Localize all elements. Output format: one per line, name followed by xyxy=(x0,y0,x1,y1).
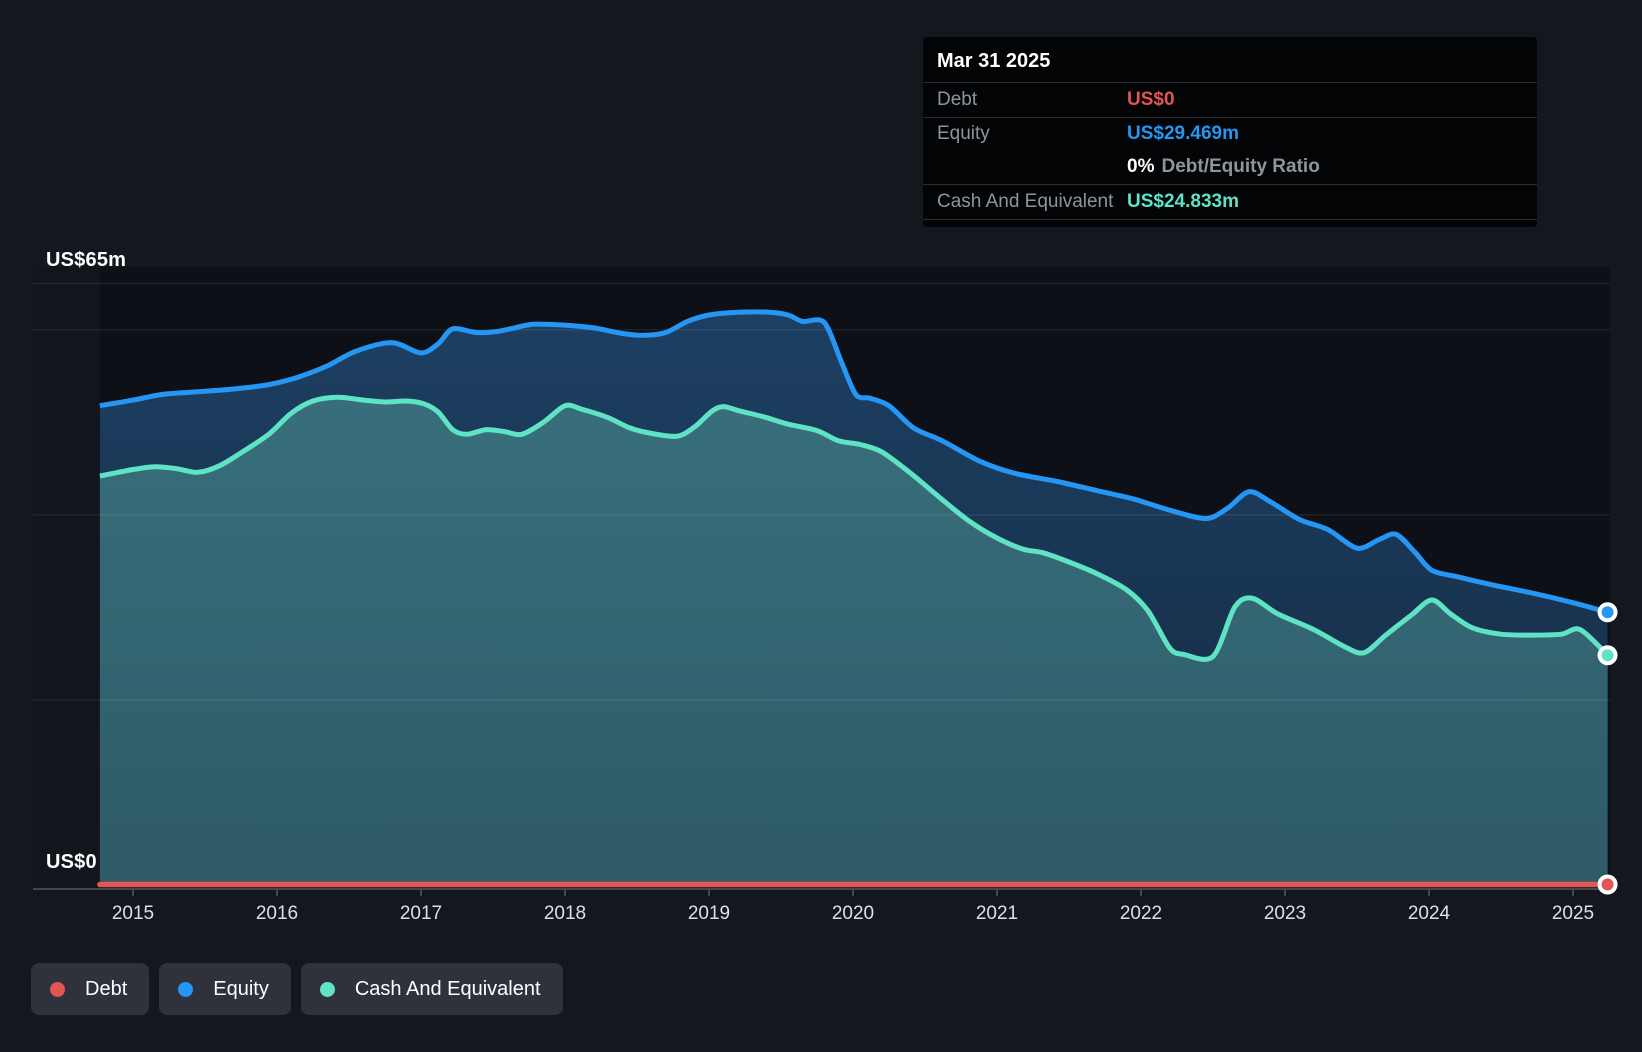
x-axis-label-2015: 2015 xyxy=(111,903,155,924)
chart-legend: Debt Equity Cash And Equivalent xyxy=(31,963,563,1015)
plot-no-data-strip xyxy=(33,267,100,889)
x-axis-label-2020: 2020 xyxy=(831,903,875,924)
x-axis-label-2016: 2016 xyxy=(255,903,299,924)
x-axis-label-2024: 2024 xyxy=(1407,903,1451,924)
legend-chip-debt[interactable]: Debt xyxy=(31,963,150,1015)
tooltip-date: Mar 31 2025 xyxy=(937,50,1051,72)
x-axis-label-2017: 2017 xyxy=(399,903,443,924)
plot-area xyxy=(33,267,1618,896)
tooltip-row-ratio: 0% Debt/Equity Ratio xyxy=(923,149,1537,184)
legend-chip-cash[interactable]: Cash And Equivalent xyxy=(300,963,563,1015)
tooltip-debt-value: US$0 xyxy=(1127,89,1175,110)
tooltip-ratio-label: Debt/Equity Ratio xyxy=(1161,155,1320,177)
equity-endpoint-dot xyxy=(1601,606,1614,619)
y-axis-label-max: US$65m xyxy=(46,249,127,271)
cash-line xyxy=(99,394,1610,662)
cash-area-fill xyxy=(99,397,1608,887)
tooltip-equity-label: Equity xyxy=(937,122,990,144)
cash-series-dot-icon xyxy=(319,981,335,997)
x-axis-label-2021: 2021 xyxy=(975,903,1019,924)
tooltip-debt-label: Debt xyxy=(937,89,978,110)
x-axis-label-2023: 2023 xyxy=(1263,903,1307,924)
equity-series-dot-icon xyxy=(178,981,194,997)
tooltip-cash-value: US$24.833m xyxy=(1127,191,1239,212)
legend-label-debt: Debt xyxy=(85,977,128,1000)
legend-label-cash: Cash And Equivalent xyxy=(354,977,541,1000)
tooltip-ratio: 0% Debt/Equity Ratio xyxy=(1127,156,1320,178)
tooltip-row-cash: Cash And Equivalent US$24.833m xyxy=(923,184,1537,220)
tooltip-row-debt: Debt US$0 xyxy=(923,82,1537,117)
cash-endpoint-dot xyxy=(1601,649,1614,662)
tooltip-row-equity: Equity US$29.469m xyxy=(923,117,1537,149)
chart-tooltip: Mar 31 2025 Debt US$0 Equity US$29.469m … xyxy=(923,37,1537,227)
x-axis-label-2022: 2022 xyxy=(1119,903,1163,924)
x-axis-label-2018: 2018 xyxy=(543,903,587,924)
tooltip-cash-label: Cash And Equivalent xyxy=(937,191,1114,212)
x-axis-label-2019: 2019 xyxy=(687,903,731,924)
debt-endpoint-dot xyxy=(1601,878,1614,891)
tooltip-ratio-value: 0% xyxy=(1127,155,1155,177)
tooltip-equity-value: US$29.469m xyxy=(1127,122,1239,144)
equity-line xyxy=(99,309,1609,615)
legend-label-equity: Equity xyxy=(213,977,269,1000)
debt-series-dot-icon xyxy=(50,981,65,997)
x-axis-label-2025: 2025 xyxy=(1551,903,1595,924)
y-axis-label-zero: US$0 xyxy=(46,851,97,873)
legend-chip-equity[interactable]: Equity xyxy=(159,963,291,1015)
